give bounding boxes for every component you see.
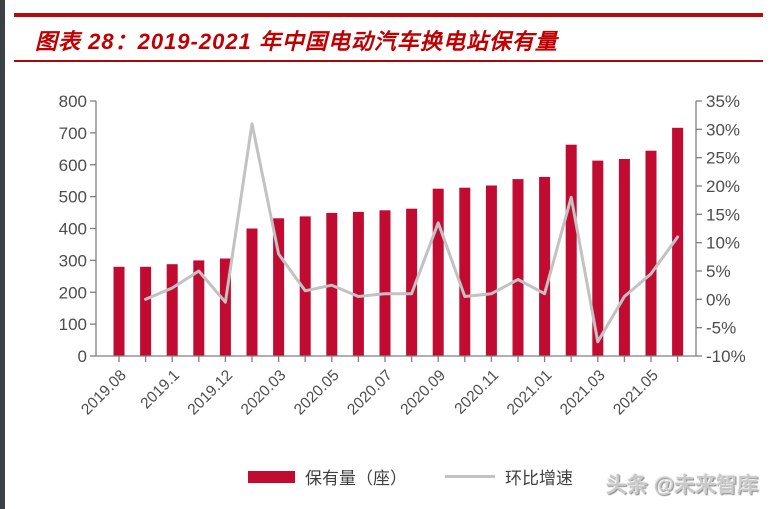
right-axis-tick-label: 10% [706, 234, 740, 253]
bar [432, 188, 444, 356]
right-axis-tick-label: -10% [706, 347, 746, 366]
chart-legend: 保有量（座） 环比增速 [248, 464, 573, 489]
right-axis-tick-label: 0% [706, 290, 731, 309]
bar [273, 218, 285, 356]
x-axis-tick-label: 2020.05 [291, 367, 343, 419]
right-axis-tick-label: 15% [706, 205, 740, 224]
bar [512, 179, 524, 356]
x-axis-tick-label: 2020.03 [238, 367, 290, 419]
growth-line-series [144, 122, 680, 344]
x-axis-tick-label: 2021.01 [504, 367, 556, 419]
axis-tick-labels: 0 100 200 300 400 500 600 700 800 -10% -5% 0% 5% 10% 1… [59, 92, 746, 418]
right-axis-tick-label: 20% [706, 177, 740, 196]
bar [352, 211, 364, 356]
figure-title: 图表 28：2019-2021 年中国电动汽车换电站保有量 [35, 29, 558, 54]
title-top-rule [14, 13, 763, 17]
legend-bar-swatch [248, 470, 295, 483]
bar [539, 176, 551, 356]
right-axis-tick-label: -5% [706, 319, 736, 338]
legend-bar-label: 保有量（座） [305, 469, 407, 488]
legend-item-growth: 环比增速 [445, 464, 573, 489]
axes [90, 100, 702, 362]
right-axis-tick-label: 25% [706, 149, 740, 168]
right-axis-tick-label: 35% [706, 92, 740, 111]
left-axis-tick-label: 0 [78, 347, 87, 366]
bar [592, 160, 604, 356]
bar [246, 228, 258, 356]
bar [113, 266, 125, 357]
bar [193, 260, 205, 356]
left-axis-tick-label: 100 [59, 315, 87, 334]
x-axis-tick-label: 2019.08 [78, 367, 130, 419]
bar [672, 127, 684, 356]
left-axis-tick-label: 300 [59, 251, 87, 270]
legend-line-swatch [445, 475, 495, 478]
x-axis-tick-label: 2019.1 [137, 367, 183, 413]
chart-canvas: 0 100 200 300 400 500 600 700 800 -10% -5% 0% 5% 10% 1… [59, 92, 746, 418]
left-axis-tick-label: 400 [59, 220, 87, 239]
left-axis-tick-label: 800 [59, 92, 87, 111]
title-bottom-rule [14, 60, 763, 62]
watermark: 头条 @未来智库 [606, 474, 759, 497]
left-axis-tick-label: 700 [59, 124, 87, 143]
x-axis-tick-label: 2020.07 [344, 367, 396, 419]
left-axis-tick-label: 200 [59, 283, 87, 302]
x-axis-tick-label: 2021.05 [610, 367, 662, 419]
bar [459, 187, 471, 356]
left-axis-tick-label: 500 [59, 188, 87, 207]
bar [140, 266, 152, 357]
right-axis-tick-label: 30% [706, 120, 740, 139]
bar [485, 185, 497, 356]
legend-line-label: 环比增速 [505, 469, 573, 488]
bar [219, 258, 231, 356]
x-axis-tick-label: 2019.12 [185, 367, 237, 419]
bars-series [113, 127, 684, 357]
left-edge-strip [0, 0, 5, 509]
legend-item-holdings: 保有量（座） [248, 464, 407, 489]
x-axis-tick-label: 2020.11 [451, 367, 502, 418]
x-axis-tick-label: 2020.09 [397, 367, 449, 419]
bar [406, 208, 418, 356]
bar [379, 210, 391, 356]
x-axis-tick-label: 2021.03 [557, 367, 609, 419]
bar [166, 264, 178, 356]
bar [565, 144, 577, 356]
bar [618, 159, 630, 356]
right-axis-tick-label: 5% [706, 262, 731, 281]
bar [299, 216, 311, 356]
bar [645, 150, 657, 356]
left-axis-tick-label: 600 [59, 156, 87, 175]
